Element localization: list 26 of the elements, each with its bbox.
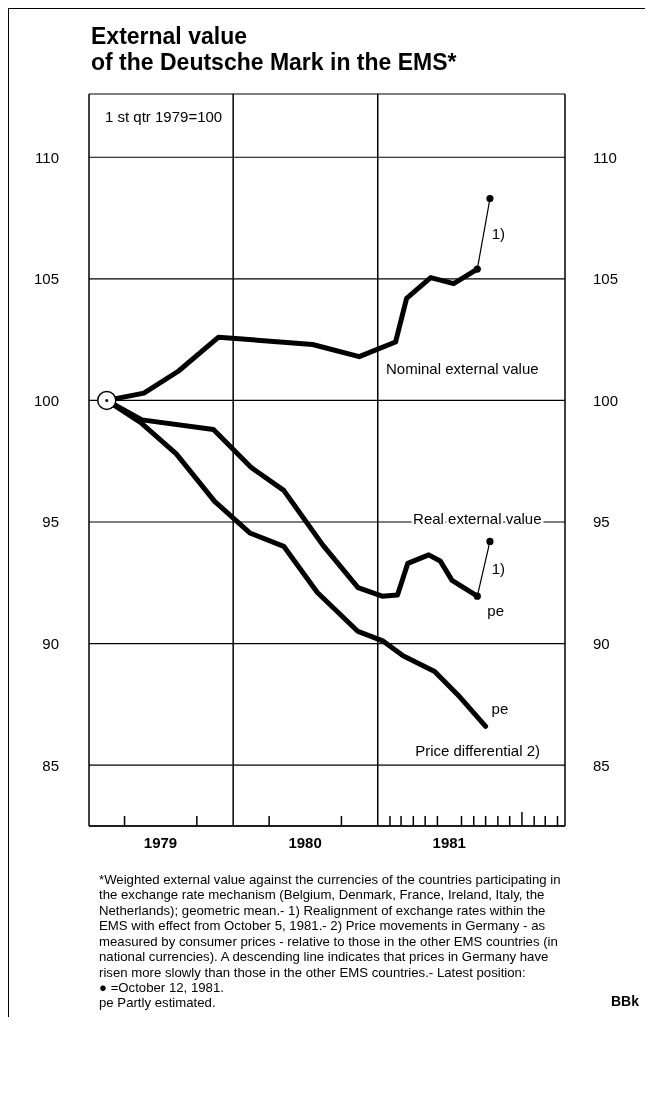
y-tick-label: 110 — [35, 148, 59, 166]
x-tick-label: 1979 — [143, 833, 178, 851]
y2-tick-label: 100 — [593, 391, 619, 409]
y2-tick-label: 110 — [593, 148, 617, 166]
y2-tick-label: 95 — [593, 513, 610, 531]
y2-tick-label: 90 — [593, 634, 610, 652]
y-tick-label: 100 — [33, 391, 59, 409]
x-tick-label: 1980 — [288, 833, 322, 851]
text: Real external value — [413, 510, 542, 528]
text: BBk — [610, 992, 639, 1009]
chart-title: External value of the Deutsche Mark in the EMS* — [90, 22, 458, 78]
y-tick-label: 95 — [42, 513, 59, 531]
annotation: 1) — [491, 224, 505, 242]
y-tick-label: 105 — [33, 270, 59, 288]
annotation: pe — [491, 700, 509, 718]
series-label: Price differential 2) — [415, 742, 540, 760]
y2-tick-label: 105 — [593, 270, 619, 288]
annotation: pe — [487, 602, 504, 620]
text: *Weighted external value against the currencies of the countries participating in the exchange rate mechanism (Belgium, Denmark, France, Ireland, Italy, the Netherlands); geometric mean.- 1) Realignment of exchange rates within the EMS with effect from October 5, 1981.- 2) Price movements in Germany - as measured by consumer prices - relative to those in the other EMS countries (in national currencies). A descending line indicates that prices in Germany have risen more slowly than those in the other EMS countries.- Latest position: ● =October 12, 1981. pe Partly estimated. — [99, 871, 561, 1011]
annotation: 1) — [491, 559, 505, 577]
series-label: Nominal external value — [386, 359, 539, 377]
annotation: 1 st qtr 1979=100 — [105, 107, 223, 125]
y-tick-label: 85 — [42, 756, 59, 774]
y-tick-label: 90 — [42, 634, 59, 652]
y2-tick-label: 85 — [593, 756, 610, 774]
x-tick-label: 1981 — [432, 833, 466, 851]
